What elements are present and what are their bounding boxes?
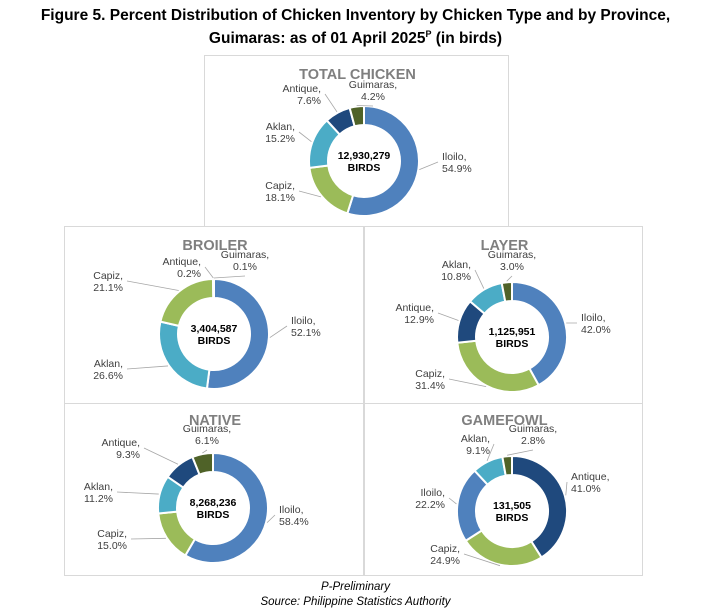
data-label-iloilo: Iloilo, 52.1% bbox=[291, 315, 321, 339]
leader-line-capiz bbox=[126, 280, 179, 291]
figure-title-line2: Guimaras: as of 01 April 2025P (in birds… bbox=[0, 25, 711, 48]
data-label-antique: Antique, 12.9% bbox=[395, 302, 434, 326]
data-label-capiz: Capiz, 18.1% bbox=[265, 180, 295, 204]
slice-iloilo bbox=[183, 451, 269, 564]
data-label-guimaras: Guimaras, 2.8% bbox=[509, 423, 557, 447]
leader-line-aklan bbox=[486, 443, 495, 462]
data-label-antique: Antique, 0.2% bbox=[162, 256, 201, 280]
leader-line-iloilo bbox=[419, 161, 439, 170]
data-label-aklan: Aklan, 9.1% bbox=[461, 433, 490, 457]
center-total-value: 1,125,951 bbox=[489, 326, 536, 338]
leader-line-guimaras bbox=[506, 275, 513, 282]
leader-line-capiz bbox=[463, 553, 501, 567]
data-label-iloilo: Iloilo, 58.4% bbox=[279, 504, 309, 528]
data-label-antique: Antique, 7.6% bbox=[282, 83, 321, 107]
data-label-iloilo: Iloilo, 54.9% bbox=[442, 151, 472, 175]
slice-capiz bbox=[159, 277, 215, 328]
figure-title-superscript: P bbox=[425, 29, 432, 39]
panel-layer: LAYER Iloilo, 42.0% Capiz, 31.4% Antique, 12.9… bbox=[364, 226, 643, 404]
leader-line-antique bbox=[565, 481, 568, 496]
leader-line-iloilo bbox=[269, 325, 288, 338]
panel-native: NATIVE Iloilo, 58.4% Capiz, 15.0% Aklan, 11.2%… bbox=[64, 403, 364, 576]
data-label-guimaras: Guimaras, 3.0% bbox=[488, 249, 536, 273]
data-label-iloilo: Iloilo, 22.2% bbox=[415, 487, 445, 511]
chart-title: NATIVE bbox=[189, 413, 241, 429]
chart-title: LAYER bbox=[481, 238, 529, 254]
chart-title: TOTAL CHICKEN bbox=[299, 67, 416, 83]
leader-line-antique bbox=[437, 312, 459, 321]
native-donut-chart: NATIVE Iloilo, 58.4% Capiz, 15.0% Aklan, 11.2%… bbox=[84, 413, 309, 564]
gamefowl-donut-chart: GAMEFOWL Antique, 41.0% Capiz, 24.9% Iloilo, 2… bbox=[415, 413, 610, 567]
leader-line-guimaras bbox=[213, 275, 246, 279]
slice-guimaras bbox=[348, 104, 365, 128]
figure-title-line2-suffix: (in birds) bbox=[431, 30, 503, 47]
leader-line-guimaras bbox=[202, 449, 208, 454]
data-label-aklan: Aklan, 26.6% bbox=[93, 358, 123, 382]
slice-iloilo bbox=[456, 469, 489, 543]
leader-line-antique bbox=[204, 266, 214, 279]
data-label-aklan: Aklan, 10.8% bbox=[441, 259, 471, 283]
leader-line-capiz bbox=[130, 537, 166, 540]
data-label-aklan: Aklan, 15.2% bbox=[265, 121, 295, 145]
chart-title: GAMEFOWL bbox=[461, 413, 547, 429]
center-total-value: 131,505 bbox=[493, 500, 531, 512]
panel-broiler: BROILER Iloilo, 52.1% Aklan, 26.6% Capiz, 21.1… bbox=[64, 226, 364, 404]
data-label-capiz: Capiz, 24.9% bbox=[430, 543, 460, 567]
data-label-antique: Antique, 41.0% bbox=[571, 471, 610, 495]
center-unit-label: BIRDS bbox=[198, 335, 231, 347]
total-chicken-donut-chart: TOTAL CHICKEN Iloilo, 54.9% Capiz, 18.1% Akla… bbox=[265, 67, 472, 217]
slice-capiz bbox=[308, 164, 355, 215]
data-label-guimaras: Guimaras, 6.1% bbox=[183, 423, 231, 447]
slice-capiz bbox=[157, 510, 197, 557]
slice-iloilo bbox=[205, 277, 270, 390]
leader-line-guimaras bbox=[356, 105, 374, 107]
data-label-antique: Antique, 9.3% bbox=[101, 437, 140, 461]
center-total-value: 3,404,587 bbox=[191, 323, 238, 335]
panel-gamefowl: GAMEFOWL Antique, 41.0% Capiz, 24.9% Iloilo, 2… bbox=[364, 403, 643, 576]
footer-note: P-Preliminary bbox=[320, 581, 390, 593]
panel-total-chicken: TOTAL CHICKEN Iloilo, 54.9% Capiz, 18.1% Akla… bbox=[204, 55, 509, 227]
data-label-aklan: Aklan, 11.2% bbox=[84, 481, 113, 505]
data-label-capiz: Capiz, 21.1% bbox=[93, 270, 123, 294]
slice-guimaras bbox=[191, 451, 214, 476]
figure-title-line2-main: Guimaras: as of 01 April 2025 bbox=[208, 30, 426, 47]
data-label-iloilo: Iloilo, 42.0% bbox=[581, 312, 611, 336]
leader-line-capiz bbox=[448, 378, 487, 388]
leader-line-iloilo bbox=[448, 497, 457, 505]
leader-line-aklan bbox=[298, 131, 312, 143]
leader-line-aklan bbox=[126, 365, 169, 370]
leader-line-aklan bbox=[474, 269, 485, 289]
leader-line-iloilo bbox=[266, 514, 276, 523]
chart-title: BROILER bbox=[182, 238, 248, 254]
figure-title-line1: Figure 5. Percent Distribution of Chicke… bbox=[40, 7, 671, 24]
slice-capiz bbox=[464, 529, 543, 567]
center-unit-label: BIRDS bbox=[496, 338, 529, 350]
leader-line-guimaras bbox=[507, 449, 534, 456]
center-unit-label: BIRDS bbox=[496, 512, 529, 524]
data-label-capiz: Capiz, 31.4% bbox=[415, 368, 445, 392]
center-unit-label: BIRDS bbox=[348, 162, 381, 174]
center-unit-label: BIRDS bbox=[197, 509, 230, 521]
center-total-value: 8,268,236 bbox=[190, 497, 237, 509]
slice-guimaras bbox=[501, 454, 513, 477]
leader-line-antique bbox=[324, 93, 338, 113]
leader-line-capiz bbox=[298, 190, 322, 198]
slice-iloilo bbox=[346, 104, 420, 217]
layer-donut-chart: LAYER Iloilo, 42.0% Capiz, 31.4% Antique, 12.9… bbox=[395, 238, 611, 393]
leader-line-antique bbox=[143, 447, 179, 465]
figure-title: Figure 5. Percent Distribution of Chicke… bbox=[0, 6, 711, 48]
leader-line-aklan bbox=[116, 491, 159, 495]
broiler-donut-chart: BROILER Iloilo, 52.1% Aklan, 26.6% Capiz, 21.1… bbox=[93, 238, 321, 390]
data-label-guimaras: Guimaras, 4.2% bbox=[349, 79, 397, 103]
slice-iloilo bbox=[511, 280, 568, 387]
footer-source: Source: Philippine Statistics Authority bbox=[260, 596, 451, 608]
data-label-guimaras: Guimaras, 0.1% bbox=[221, 249, 269, 273]
center-total-value: 12,930,279 bbox=[338, 150, 391, 162]
slice-guimaras bbox=[500, 280, 513, 303]
data-label-capiz: Capiz, 15.0% bbox=[97, 528, 127, 552]
